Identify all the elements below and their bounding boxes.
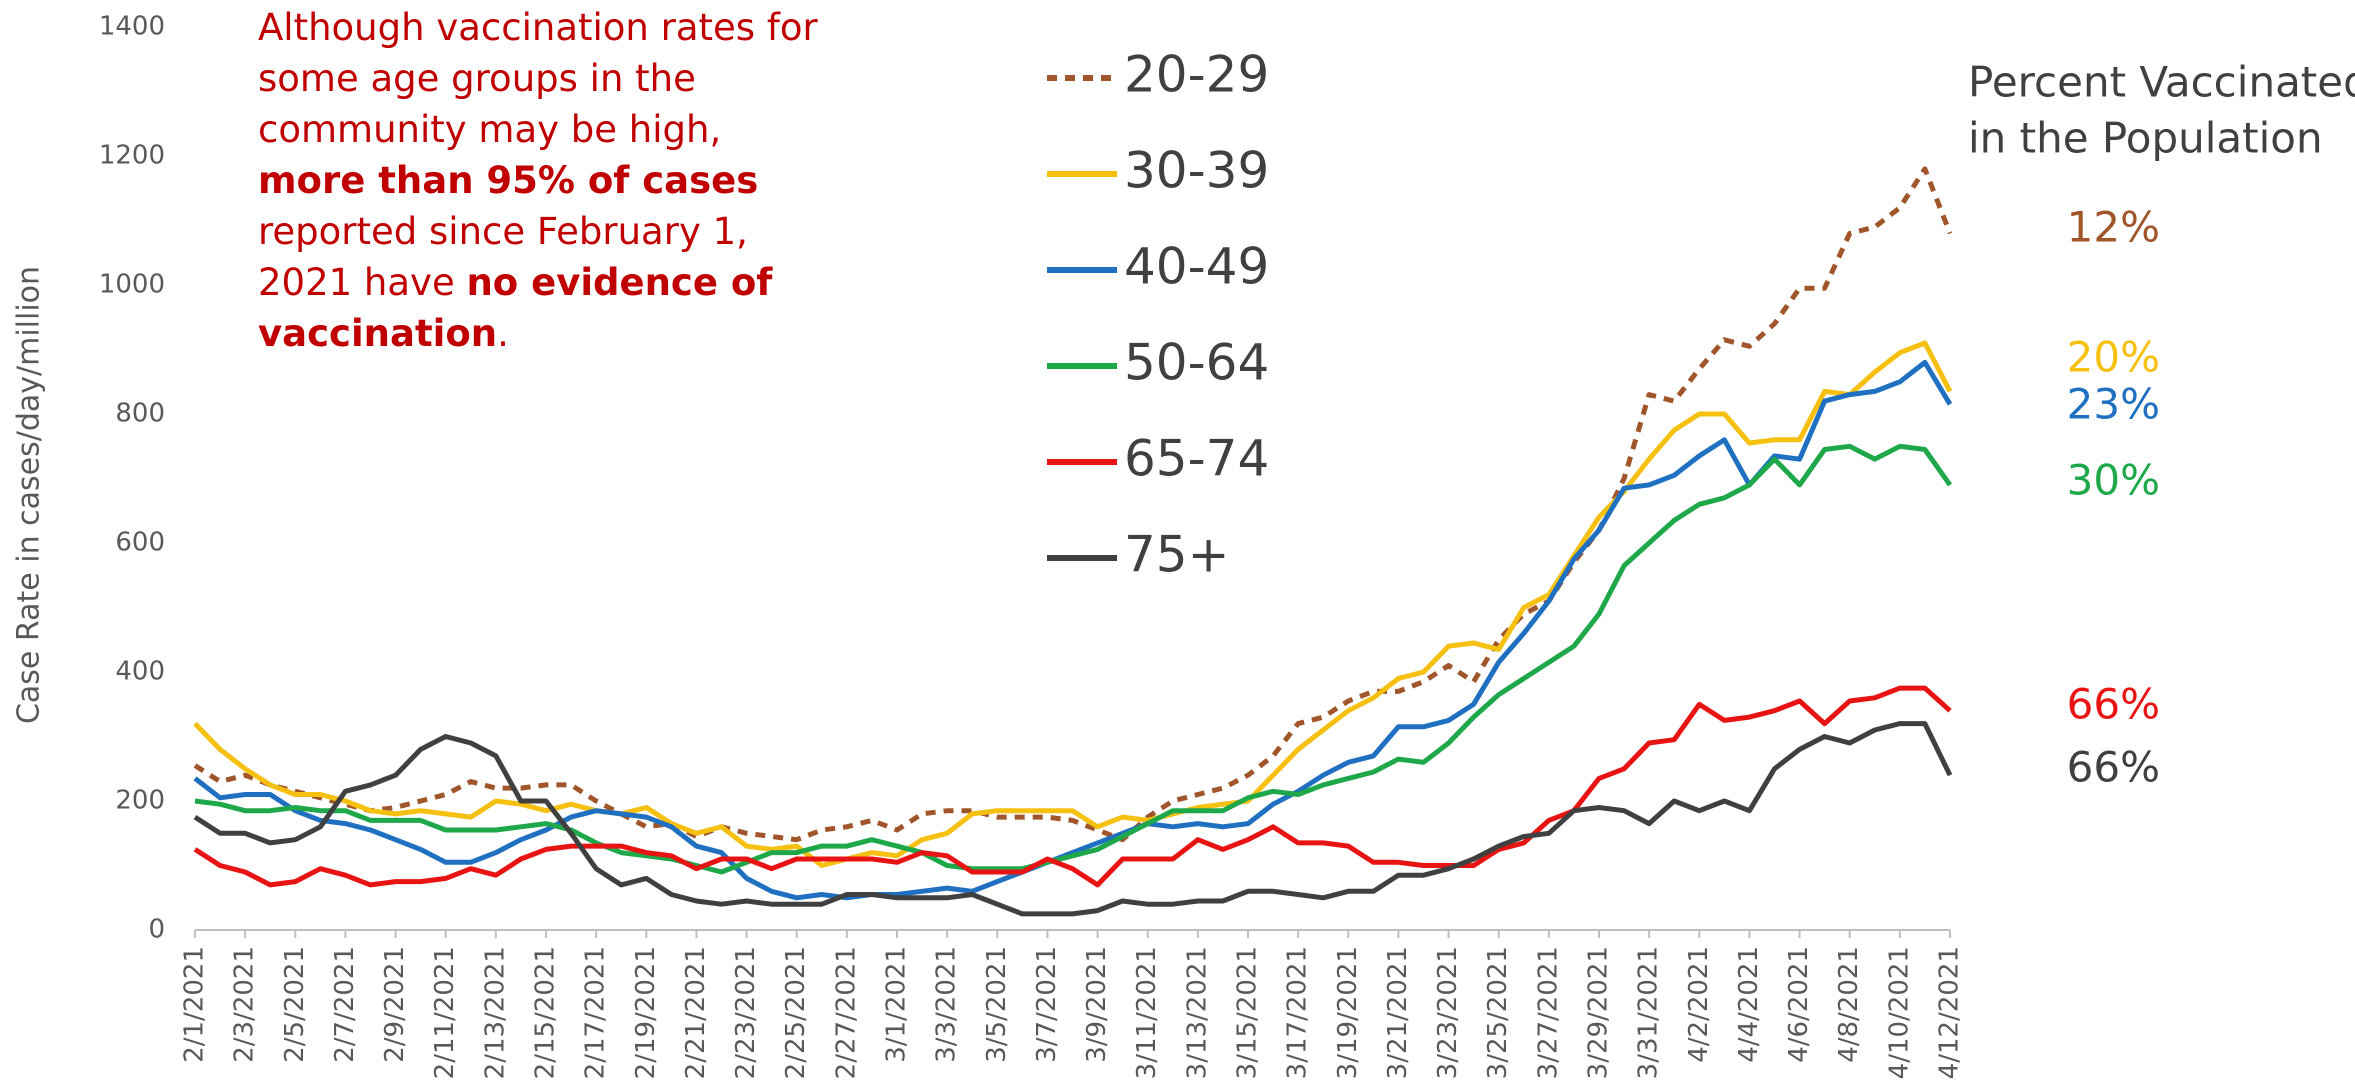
x-tick-label: 4/2/2021 xyxy=(1684,946,1714,1063)
x-tick-label: 3/29/2021 xyxy=(1584,946,1614,1079)
x-tick-label: 3/23/2021 xyxy=(1433,946,1463,1079)
y-tick-label: 0 xyxy=(148,915,165,945)
x-tick-label: 2/7/2021 xyxy=(330,946,360,1063)
note-text: Although vaccination rates for some age … xyxy=(258,6,818,151)
y-tick-label: 1200 xyxy=(99,141,165,171)
y-axis-label: Case Rate in cases/day/million xyxy=(12,266,47,724)
legend-label: 75+ xyxy=(1124,526,1230,584)
x-tick-label: 2/3/2021 xyxy=(230,946,260,1063)
series-line xyxy=(193,340,1953,868)
x-tick-label: 4/4/2021 xyxy=(1734,946,1764,1063)
y-tick-label: 600 xyxy=(115,528,165,558)
x-tick-label: 3/9/2021 xyxy=(1082,946,1112,1063)
series-line xyxy=(193,721,1953,917)
series-line xyxy=(193,685,1952,888)
x-tick-label: 2/17/2021 xyxy=(581,946,611,1079)
legend-label: 50-64 xyxy=(1124,334,1269,392)
vaccinated-title: in the Population xyxy=(1968,114,2323,163)
vaccinated-label: 30% xyxy=(2067,456,2160,505)
x-tick-label: 2/1/2021 xyxy=(180,946,210,1063)
x-tick-label: 3/13/2021 xyxy=(1182,946,1212,1079)
series-line xyxy=(193,359,1953,901)
x-tick-label: 3/7/2021 xyxy=(1032,946,1062,1063)
x-tick-label: 3/19/2021 xyxy=(1333,946,1363,1079)
x-tick-label: 3/11/2021 xyxy=(1132,946,1162,1079)
x-tick-label: 2/5/2021 xyxy=(280,946,310,1063)
vaccinated-label: 12% xyxy=(2067,203,2160,252)
vaccinated-label: 23% xyxy=(2067,380,2160,429)
x-tick-label: 2/11/2021 xyxy=(430,946,460,1079)
x-tick-label: 3/21/2021 xyxy=(1383,946,1413,1079)
x-tick-label: 4/8/2021 xyxy=(1834,946,1864,1063)
vaccinated-label: 66% xyxy=(2067,743,2160,792)
legend-label: 65-74 xyxy=(1124,430,1269,488)
x-tick-label: 2/25/2021 xyxy=(781,946,811,1079)
x-tick-label: 2/19/2021 xyxy=(631,946,661,1079)
legend-label: 40-49 xyxy=(1124,238,1269,296)
x-tick-label: 3/25/2021 xyxy=(1483,946,1513,1079)
series-line xyxy=(194,443,1953,875)
note-text: no evidence of vaccination xyxy=(258,261,773,355)
x-tick-label: 3/31/2021 xyxy=(1634,946,1664,1079)
y-tick-label: 800 xyxy=(115,399,165,429)
x-tick-label: 3/1/2021 xyxy=(882,946,912,1063)
note-text: more than 95% of cases xyxy=(258,159,759,202)
x-tick-label: 2/21/2021 xyxy=(681,946,711,1079)
x-tick-label: 3/3/2021 xyxy=(932,946,962,1063)
y-tick-label: 1400 xyxy=(99,12,165,42)
x-tick-label: 4/6/2021 xyxy=(1784,946,1814,1063)
x-tick-label: 2/13/2021 xyxy=(480,946,510,1079)
annotation: Although vaccination rates for some age … xyxy=(258,2,818,359)
series-line xyxy=(193,166,1953,843)
x-tick-label: 2/23/2021 xyxy=(731,946,761,1079)
y-tick-label: 400 xyxy=(115,657,165,687)
y-tick-label: 200 xyxy=(115,786,165,816)
x-tick-label: 3/17/2021 xyxy=(1283,946,1313,1079)
x-tick-label: 3/27/2021 xyxy=(1533,946,1563,1079)
x-tick-label: 4/10/2021 xyxy=(1884,946,1914,1079)
note-text: reported since February 1, 2021 have xyxy=(258,210,748,304)
legend-label: 20-29 xyxy=(1124,46,1269,104)
x-tick-label: 4/12/2021 xyxy=(1935,946,1965,1079)
y-tick-label: 1000 xyxy=(99,270,165,300)
x-tick-label: 3/15/2021 xyxy=(1233,946,1263,1079)
x-tick-label: 2/15/2021 xyxy=(531,946,561,1079)
vaccinated-title: Percent Vaccinated xyxy=(1968,58,2355,107)
x-tick-label: 3/5/2021 xyxy=(982,946,1012,1063)
note-text: . xyxy=(497,312,509,355)
x-tick-label: 2/9/2021 xyxy=(380,946,410,1063)
legend-label: 30-39 xyxy=(1124,142,1269,200)
x-tick-label: 2/27/2021 xyxy=(831,946,861,1079)
vaccinated-label: 66% xyxy=(2067,680,2160,729)
vaccinated-label: 20% xyxy=(2067,333,2160,382)
